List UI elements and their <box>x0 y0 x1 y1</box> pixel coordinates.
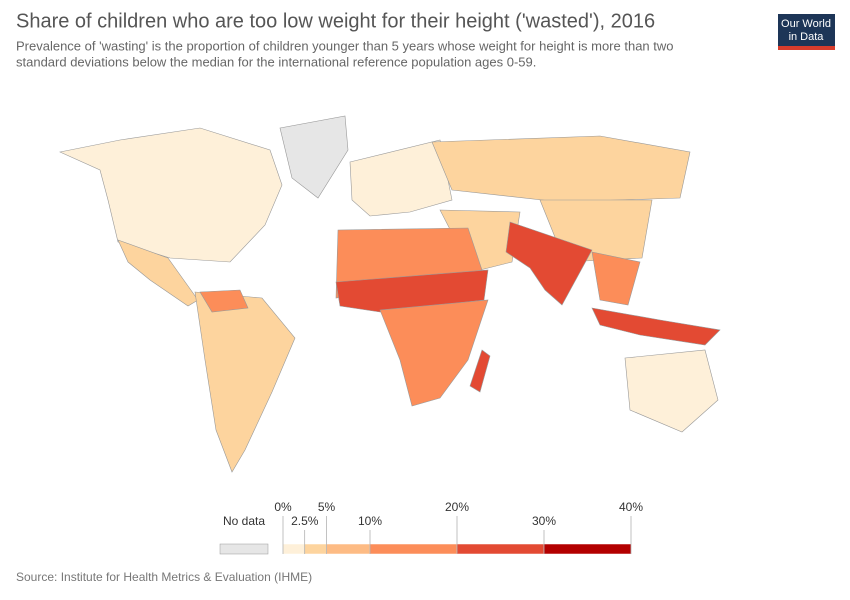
subtitle: Prevalence of 'wasting' is the proportio… <box>16 38 674 53</box>
legend-tick-label: 5% <box>318 500 336 514</box>
north-america <box>59 127 283 263</box>
indonesia <box>591 307 721 346</box>
no-data-swatch <box>219 543 269 555</box>
greenland <box>279 115 349 199</box>
legend-bin <box>456 543 545 555</box>
legend: No data 0%2.5%5% 10% 20% 30% 40% <box>219 500 643 555</box>
australia <box>624 349 719 433</box>
subtitle: standard deviations below the median for… <box>16 54 536 69</box>
central-america <box>117 239 199 307</box>
madagascar <box>469 349 491 393</box>
russia <box>431 135 691 203</box>
logo: Our World in Data <box>778 14 835 50</box>
southeast-asia <box>591 251 641 306</box>
logo-box <box>778 14 835 50</box>
legend-bin <box>282 543 305 555</box>
legend-tick-label: 30% <box>532 514 556 528</box>
world-map <box>59 115 721 473</box>
legend-bin <box>304 543 327 555</box>
legend-bin <box>369 543 458 555</box>
legend-tick-label: 20% <box>445 500 469 514</box>
europe <box>349 139 453 217</box>
source: Source: Institute for Health Metrics & E… <box>16 570 312 584</box>
logo-text: in Data <box>789 31 825 43</box>
legend-bin <box>543 543 632 555</box>
legend-tick-label: 0% <box>274 500 292 514</box>
venezuela <box>199 289 249 313</box>
title: Share of children who are too low weight… <box>16 10 655 32</box>
legend-tick-label: 10% <box>358 514 382 528</box>
legend-tick-label: 40% <box>619 500 643 514</box>
logo-bar <box>778 46 835 50</box>
south-america <box>194 291 296 473</box>
no-data-label: No data <box>223 514 265 528</box>
legend-tick-label: 2.5% <box>291 514 319 528</box>
central-southern-africa <box>379 299 489 407</box>
legend-bin <box>326 543 371 555</box>
logo-text: Our World <box>781 18 831 30</box>
south-asia <box>505 221 593 306</box>
